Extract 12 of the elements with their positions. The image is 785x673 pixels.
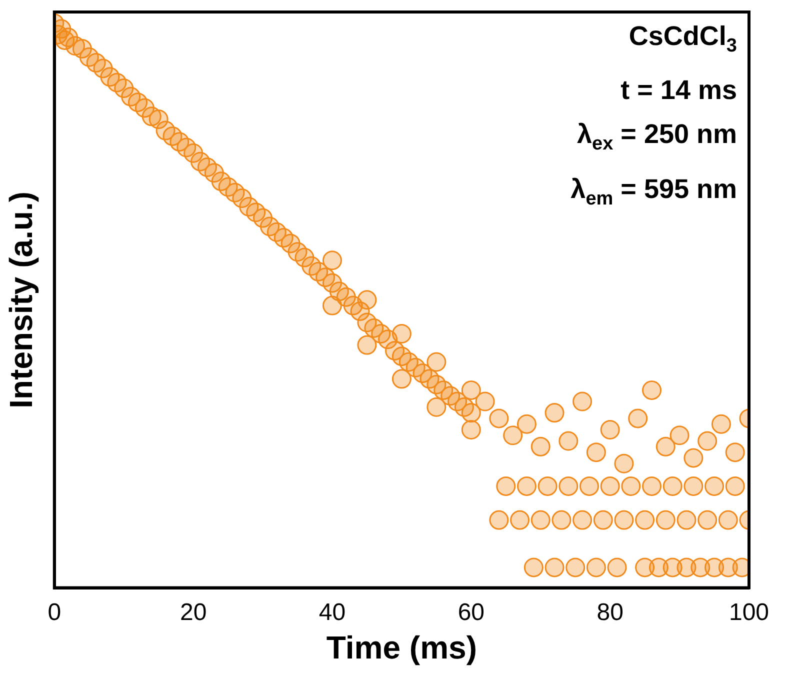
x-tick-label: 40 [318, 598, 346, 626]
y-axis-title: Intensity (a.u.) [3, 191, 40, 408]
annotation: λ$_{ex}$ = 250 nm [576, 118, 737, 157]
x-tick-label: 60 [458, 598, 485, 626]
annotation: λ$_{em}$ = 595 nm [570, 172, 737, 212]
annotation: t = 14 ms [620, 74, 737, 108]
x-tick-label: 100 [728, 598, 770, 626]
annotation: CsCdCl$_{3}$ [628, 20, 737, 58]
x-axis-title: Time (ms) [326, 630, 477, 666]
x-tick-label: 20 [180, 598, 207, 626]
x-tick-label: 80 [596, 598, 624, 626]
x-tick-label: 0 [48, 598, 62, 626]
